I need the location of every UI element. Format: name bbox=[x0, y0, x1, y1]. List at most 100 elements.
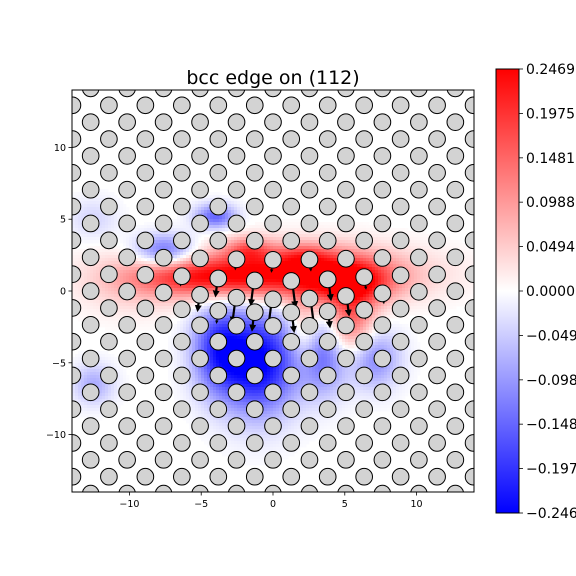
field-cell bbox=[432, 288, 436, 292]
field-cell bbox=[96, 282, 100, 286]
field-cell bbox=[243, 228, 247, 232]
field-cell bbox=[318, 330, 322, 334]
field-cell bbox=[384, 231, 388, 235]
field-cell bbox=[201, 231, 205, 235]
field-cell bbox=[426, 252, 430, 256]
field-cell bbox=[348, 243, 352, 247]
field-cell bbox=[372, 300, 376, 304]
field-cell bbox=[438, 282, 442, 286]
field-cell bbox=[180, 249, 184, 253]
field-cell bbox=[114, 213, 118, 217]
field-cell bbox=[240, 246, 244, 250]
field-cell bbox=[447, 273, 451, 277]
field-cell bbox=[123, 234, 127, 238]
field-cell bbox=[408, 237, 412, 241]
field-cell bbox=[375, 315, 379, 319]
field-cell bbox=[348, 282, 352, 286]
field-cell bbox=[369, 294, 373, 298]
field-cell bbox=[87, 270, 91, 274]
field-cell bbox=[261, 327, 265, 331]
field-cell bbox=[153, 231, 157, 235]
field-cell bbox=[174, 282, 178, 286]
field-cell bbox=[408, 285, 412, 289]
field-cell bbox=[219, 258, 223, 262]
field-cell bbox=[150, 261, 154, 265]
field-cell bbox=[237, 273, 241, 277]
field-cell bbox=[462, 282, 466, 286]
field-cell bbox=[447, 249, 451, 253]
field-cell bbox=[423, 273, 427, 277]
field-cell bbox=[219, 249, 223, 253]
field-cell bbox=[240, 213, 244, 217]
field-cell bbox=[231, 231, 235, 235]
field-cell bbox=[225, 219, 229, 223]
field-cell bbox=[228, 198, 232, 202]
field-cell bbox=[459, 264, 463, 268]
field-cell bbox=[396, 228, 400, 232]
field-cell bbox=[81, 273, 85, 277]
field-cell bbox=[402, 252, 406, 256]
field-cell bbox=[387, 300, 391, 304]
field-cell bbox=[318, 321, 322, 325]
field-cell bbox=[342, 240, 346, 244]
field-cell bbox=[204, 303, 208, 307]
field-cell bbox=[369, 282, 373, 286]
field-cell bbox=[171, 258, 175, 262]
field-cell bbox=[333, 264, 337, 268]
field-cell bbox=[270, 243, 274, 247]
field-cell bbox=[255, 327, 259, 331]
field-cell bbox=[207, 213, 211, 217]
field-cell bbox=[240, 306, 244, 310]
field-cell bbox=[75, 291, 79, 295]
field-cell bbox=[390, 252, 394, 256]
field-cell bbox=[405, 288, 409, 292]
field-cell bbox=[288, 255, 292, 259]
field-cell bbox=[306, 237, 310, 241]
field-cell bbox=[420, 312, 424, 316]
field-cell bbox=[168, 273, 172, 277]
field-cell bbox=[327, 300, 331, 304]
field-cell bbox=[75, 219, 79, 223]
field-cell bbox=[390, 273, 394, 277]
field-cell bbox=[189, 267, 193, 271]
field-cell bbox=[378, 237, 382, 241]
field-cell bbox=[267, 270, 271, 274]
field-cell bbox=[390, 315, 394, 319]
field-cell bbox=[438, 297, 442, 301]
field-cell bbox=[288, 324, 292, 328]
field-cell bbox=[273, 267, 277, 271]
field-cell bbox=[99, 300, 103, 304]
field-cell bbox=[264, 276, 268, 280]
field-cell bbox=[231, 276, 235, 280]
field-cell bbox=[384, 303, 388, 307]
field-cell bbox=[342, 276, 346, 280]
field-cell bbox=[369, 267, 373, 271]
field-cell bbox=[276, 282, 280, 286]
field-cell bbox=[210, 219, 214, 223]
field-cell bbox=[324, 255, 328, 259]
field-cell bbox=[207, 303, 211, 307]
field-cell bbox=[204, 237, 208, 241]
field-cell bbox=[441, 252, 445, 256]
field-cell bbox=[282, 273, 286, 277]
field-cell bbox=[408, 231, 412, 235]
field-cell bbox=[99, 189, 103, 193]
field-cell bbox=[114, 282, 118, 286]
field-cell bbox=[99, 201, 103, 205]
field-cell bbox=[336, 285, 340, 289]
field-cell bbox=[186, 282, 190, 286]
field-cell bbox=[111, 282, 115, 286]
field-cell bbox=[192, 309, 196, 313]
field-cell bbox=[189, 285, 193, 289]
field-cell bbox=[105, 318, 109, 322]
field-cell bbox=[78, 222, 82, 226]
field-cell bbox=[183, 222, 187, 226]
field-cell bbox=[117, 306, 121, 310]
field-cell bbox=[105, 327, 109, 331]
field-cell bbox=[450, 279, 454, 283]
field-cell bbox=[261, 288, 265, 292]
field-cell bbox=[459, 270, 463, 274]
field-cell bbox=[372, 243, 376, 247]
field-cell bbox=[366, 294, 370, 298]
field-cell bbox=[204, 315, 208, 319]
